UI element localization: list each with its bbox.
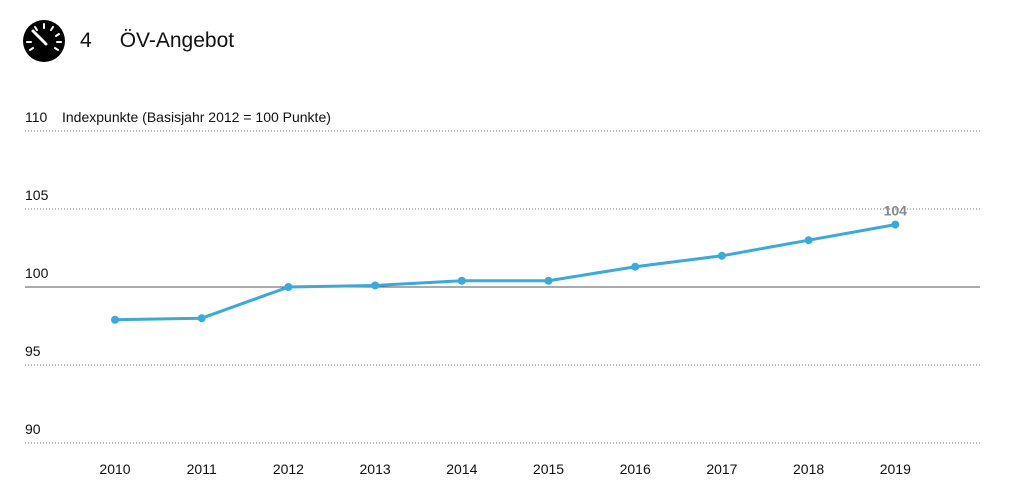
y-tick-label: 105 bbox=[25, 187, 49, 203]
x-tick-label: 2017 bbox=[706, 461, 737, 477]
speedometer-icon bbox=[23, 20, 65, 62]
y-tick-label: 100 bbox=[25, 265, 49, 281]
data-point-2017 bbox=[717, 251, 726, 260]
data-point-2010 bbox=[111, 315, 119, 324]
data-point-2015 bbox=[544, 276, 553, 285]
data-point-2013 bbox=[371, 281, 380, 290]
x-tick-label: 2013 bbox=[360, 461, 391, 477]
data-point-2011 bbox=[197, 314, 206, 323]
x-tick-label: 2014 bbox=[446, 461, 477, 477]
series-line bbox=[114, 223, 896, 322]
x-tick-label: 2011 bbox=[187, 461, 217, 477]
x-tick-label: 2010 bbox=[99, 461, 130, 477]
y-axis-label: Indexpunkte (Basisjahr 2012 = 100 Punkte… bbox=[62, 109, 331, 125]
x-tick-label: 2012 bbox=[273, 461, 304, 477]
section-number: 4 bbox=[80, 29, 92, 52]
data-point-2019 bbox=[891, 220, 900, 229]
chart-title: ÖV-Angebot bbox=[119, 29, 235, 52]
data-point-2016 bbox=[631, 262, 640, 271]
x-tick-label: 2016 bbox=[620, 461, 651, 477]
y-tick-label: 90 bbox=[25, 421, 41, 437]
y-tick-label: 110 bbox=[25, 109, 48, 125]
x-tick-label: 2015 bbox=[533, 461, 564, 477]
data-point-2018 bbox=[804, 236, 813, 245]
x-tick-label: 2018 bbox=[793, 461, 824, 477]
data-point-2014 bbox=[457, 276, 466, 285]
y-tick-label: 95 bbox=[25, 343, 41, 359]
data-point-2012 bbox=[284, 283, 293, 291]
x-tick-label: 2019 bbox=[880, 461, 911, 477]
data-label: 104 bbox=[884, 203, 908, 219]
chart-header: 4 ÖV-Angebot bbox=[22, 19, 234, 63]
